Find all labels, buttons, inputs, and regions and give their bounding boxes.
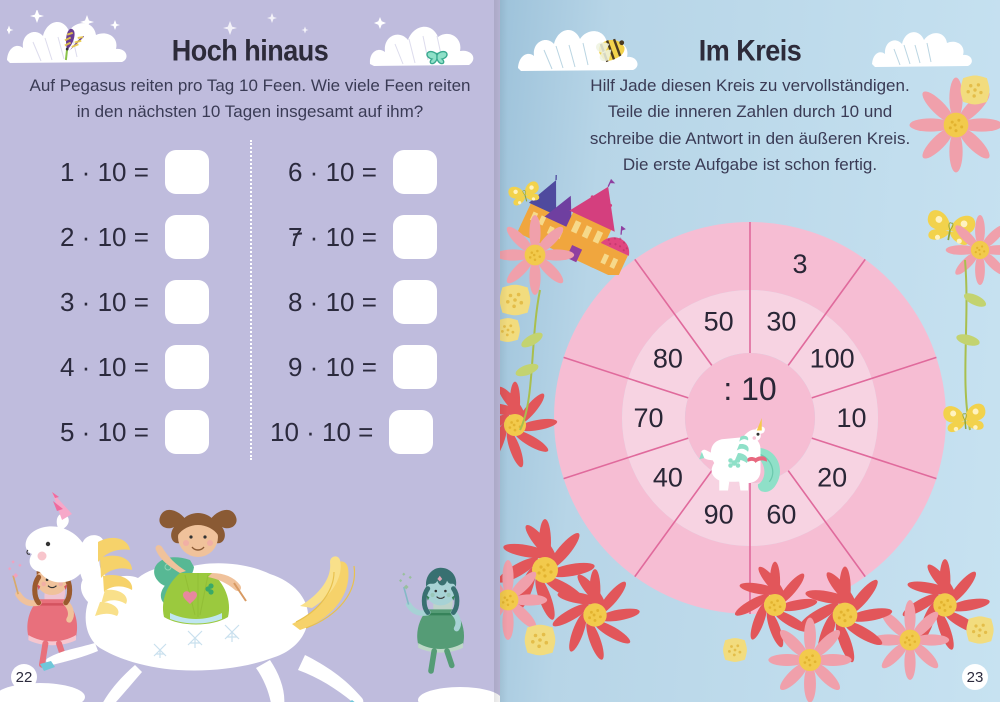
svg-text:10: 10 [836, 403, 866, 433]
svg-text:80: 80 [653, 343, 683, 373]
svg-text:30: 30 [766, 307, 796, 337]
svg-text:100: 100 [810, 343, 855, 373]
svg-text:: 10: : 10 [723, 371, 776, 407]
svg-text:90: 90 [704, 500, 734, 530]
svg-text:70: 70 [633, 403, 663, 433]
svg-text:3: 3 [792, 249, 807, 279]
svg-text:50: 50 [704, 307, 734, 337]
svg-text:40: 40 [653, 463, 683, 493]
svg-text:60: 60 [766, 500, 796, 530]
svg-text:20: 20 [817, 463, 847, 493]
